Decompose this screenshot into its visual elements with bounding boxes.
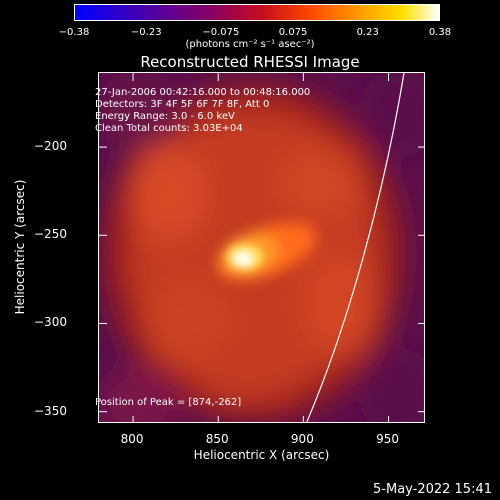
colorbar-tick-label: −0.38 bbox=[58, 27, 90, 38]
solar-limb-line bbox=[306, 73, 405, 422]
y-tick-label: −250 bbox=[34, 227, 67, 242]
y-tick-label: −200 bbox=[34, 139, 67, 154]
colorbar-units: (photons cm⁻² s⁻¹ asec⁻²) bbox=[185, 39, 315, 50]
x-tick-label: 800 bbox=[120, 432, 144, 446]
colorbar bbox=[74, 4, 440, 21]
plot-title: Reconstructed RHESSI Image bbox=[140, 53, 360, 71]
flare-peak bbox=[227, 244, 263, 270]
x-axis-label: Heliocentric X (arcsec) bbox=[193, 448, 330, 462]
x-tick-label: 900 bbox=[290, 432, 314, 446]
y-tick-label: −350 bbox=[34, 403, 67, 418]
info-line-clean: Clean Total counts: 3.03E+04 bbox=[95, 123, 243, 134]
y-axis-label: Heliocentric Y (arcsec) bbox=[13, 179, 27, 315]
colorbar-tick-label: 0.38 bbox=[428, 27, 452, 38]
x-tick-label: 950 bbox=[376, 432, 399, 446]
y-tick-label: −300 bbox=[34, 315, 67, 330]
colorbar-tick-label: 0.23 bbox=[356, 27, 379, 38]
x-tick-label: 850 bbox=[205, 432, 229, 446]
peak-position-label: Position of Peak = [874,-262] bbox=[95, 397, 242, 408]
info-line-time: 27-Jan-2006 00:42:16.000 to 00:48:16.000 bbox=[95, 87, 311, 98]
heatmap-svg bbox=[99, 73, 424, 422]
heatmap-plot bbox=[98, 72, 425, 423]
colorbar-tick-label: −0.23 bbox=[130, 27, 162, 38]
timestamp: 5-May-2022 15:41 bbox=[373, 482, 492, 497]
colorbar-tick-label: 0.075 bbox=[278, 27, 308, 38]
colorbar-tick-label: −0.075 bbox=[202, 27, 240, 38]
info-line-detectors: Detectors: 3F 4F 5F 6F 7F 8F, Att 0 bbox=[95, 99, 270, 110]
info-line-energy: Energy Range: 3.0 - 6.0 keV bbox=[95, 111, 235, 122]
